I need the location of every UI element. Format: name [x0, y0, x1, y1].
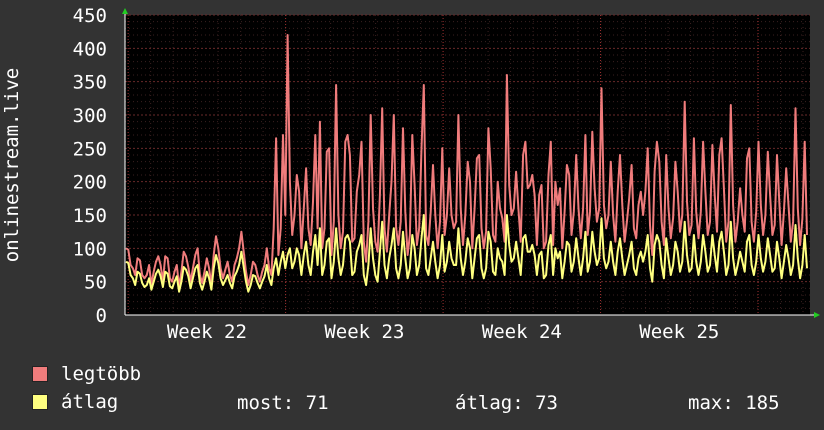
legend-item-max: legtöbb — [32, 363, 142, 385]
y-tick-label: 200 — [73, 172, 107, 194]
stat-max: max: 185 — [688, 392, 780, 414]
series-line-max — [125, 34, 808, 288]
y-tick-label: 100 — [73, 238, 107, 260]
x-tick-label: Week 25 — [639, 321, 719, 343]
legend-item-avg: átlag — [32, 391, 119, 413]
stat-now: most: 71 — [237, 392, 329, 414]
x-tick-label: Week 24 — [482, 321, 562, 343]
legend-swatch-avg — [32, 394, 48, 410]
legend-label-avg: átlag — [61, 391, 119, 413]
y-tick-label: 150 — [73, 205, 107, 227]
y-tick-label: 450 — [73, 5, 107, 27]
y-tick-label: 50 — [84, 272, 107, 294]
y-axis-arrow — [122, 8, 128, 14]
y-axis-label: onlinestream.live — [1, 68, 23, 262]
stat-average: átlag: 73 — [455, 392, 558, 414]
y-tick-label: 300 — [73, 105, 107, 127]
y-tick-label: 0 — [96, 305, 107, 327]
y-tick-label: 350 — [73, 72, 107, 94]
y-tick-label: 400 — [73, 38, 107, 60]
x-tick-label: Week 22 — [167, 321, 247, 343]
series-line-avg — [125, 214, 808, 293]
x-axis-arrow — [814, 312, 820, 318]
x-tick-label: Week 23 — [324, 321, 404, 343]
y-tick-label: 250 — [73, 138, 107, 160]
legend-label-max: legtöbb — [61, 363, 142, 385]
legend-swatch-max — [32, 366, 48, 382]
